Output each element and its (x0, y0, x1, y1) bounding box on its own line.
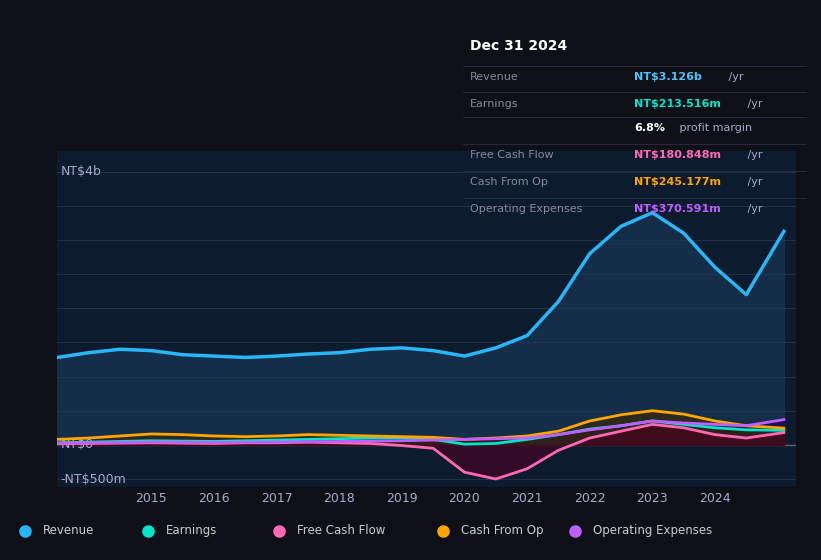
Text: Earnings: Earnings (470, 99, 518, 109)
Text: NT$370.591m: NT$370.591m (635, 204, 721, 214)
Text: NT$213.516m: NT$213.516m (635, 99, 721, 109)
Text: Free Cash Flow: Free Cash Flow (470, 150, 553, 160)
Text: /yr: /yr (744, 150, 763, 160)
Text: /yr: /yr (744, 99, 763, 109)
Text: Revenue: Revenue (470, 72, 519, 82)
Text: NT$3.126b: NT$3.126b (635, 72, 702, 82)
Text: Operating Expenses: Operating Expenses (470, 204, 582, 214)
Text: Revenue: Revenue (43, 524, 94, 538)
Text: Operating Expenses: Operating Expenses (593, 524, 712, 538)
Text: Dec 31 2024: Dec 31 2024 (470, 39, 567, 53)
Text: -NT$500m: -NT$500m (61, 473, 126, 486)
Text: NT$180.848m: NT$180.848m (635, 150, 721, 160)
Text: 6.8%: 6.8% (635, 123, 665, 133)
Text: Earnings: Earnings (166, 524, 218, 538)
Text: NT$245.177m: NT$245.177m (635, 177, 721, 187)
Text: Cash From Op: Cash From Op (461, 524, 544, 538)
Text: Free Cash Flow: Free Cash Flow (297, 524, 386, 538)
Text: NT$4b: NT$4b (61, 165, 102, 178)
Text: /yr: /yr (744, 177, 763, 187)
Text: profit margin: profit margin (677, 123, 753, 133)
Text: NT$0: NT$0 (61, 438, 94, 451)
Text: /yr: /yr (725, 72, 743, 82)
Text: Cash From Op: Cash From Op (470, 177, 548, 187)
Text: /yr: /yr (744, 204, 763, 214)
